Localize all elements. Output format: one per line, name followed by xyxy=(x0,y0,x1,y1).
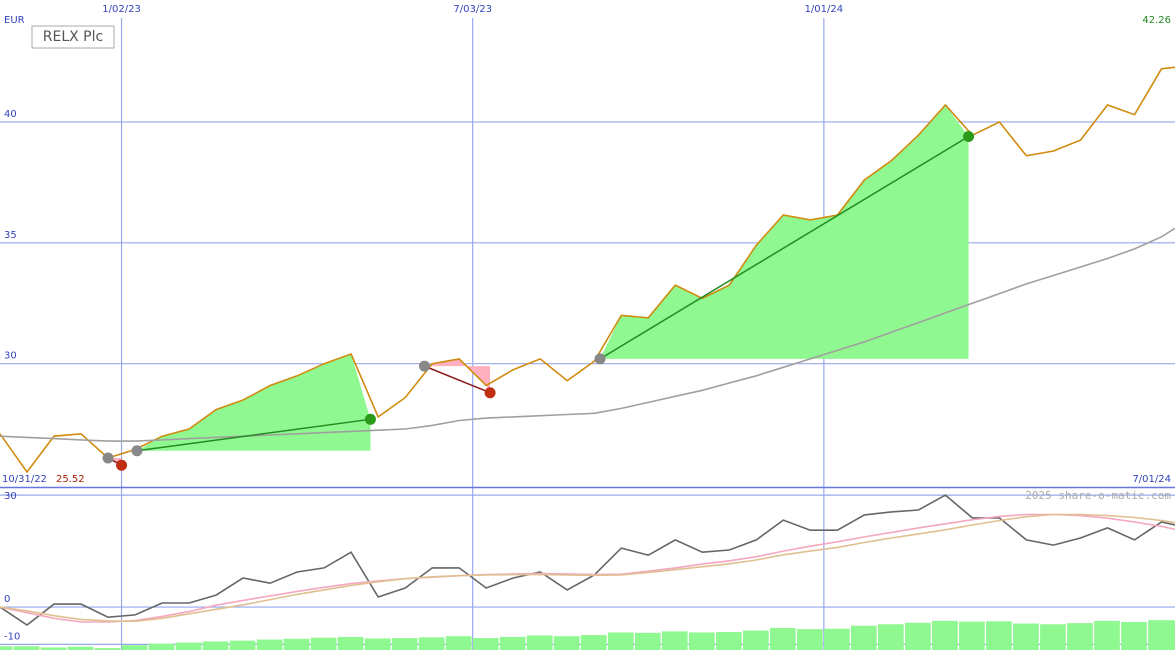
exit-dot xyxy=(963,130,975,142)
volume-bar xyxy=(121,645,148,650)
volume-bar xyxy=(742,630,769,650)
y-tick-label: 35 xyxy=(4,230,17,241)
volume-bar xyxy=(364,638,391,650)
volume-bar xyxy=(715,632,742,650)
x-tick-label: 7/03/23 xyxy=(453,4,492,15)
entry-dot xyxy=(102,452,114,464)
y-tick-label: 30 xyxy=(4,491,17,502)
volume-bar xyxy=(607,632,634,650)
volume-bar xyxy=(391,638,418,650)
low-value: 25.52 xyxy=(56,474,85,485)
x-end-label: 7/01/24 xyxy=(1132,474,1171,485)
watermark: 2025 share-o-matic.com xyxy=(1025,489,1171,502)
volume-bar xyxy=(94,648,121,650)
volume-bar xyxy=(878,624,904,650)
plot-layer xyxy=(0,18,1175,650)
volume-bar xyxy=(1094,620,1120,650)
volume-bar xyxy=(202,641,229,650)
volume-bar xyxy=(553,636,580,650)
trade-area xyxy=(424,358,491,393)
x-start-label: 10/31/22 xyxy=(2,474,47,485)
chart-title: RELX Plc xyxy=(43,29,103,45)
entry-dot xyxy=(131,445,143,457)
volume-bar xyxy=(661,631,688,650)
volume-bar xyxy=(1040,624,1066,650)
volume-bar xyxy=(445,636,472,650)
volume-bar xyxy=(986,621,1012,650)
volume-bar xyxy=(0,646,13,650)
volume-bar xyxy=(824,628,850,650)
entry-dot xyxy=(594,353,606,365)
volume-bar xyxy=(418,637,445,650)
series-layer xyxy=(0,66,1175,474)
x-tick-label: 1/01/24 xyxy=(805,4,844,15)
y-tick-label: 30 xyxy=(4,351,17,362)
x-tick-label: 1/02/23 xyxy=(102,4,141,15)
volume-bar xyxy=(499,636,526,650)
y-tick-label: -10 xyxy=(4,631,20,642)
trade-area xyxy=(600,105,969,359)
volume-bar xyxy=(67,646,94,650)
volume-bar xyxy=(1013,623,1039,650)
volume-bar xyxy=(229,640,256,650)
volume-bar xyxy=(769,627,796,650)
exit-dot xyxy=(116,459,128,471)
volume-bar xyxy=(851,625,877,650)
volume-bar xyxy=(13,646,40,650)
y-tick-label: 40 xyxy=(4,109,17,120)
series-layer xyxy=(0,494,1175,626)
last-value: 42.26 xyxy=(1142,15,1171,26)
exit-dot xyxy=(484,387,496,399)
volume-bar xyxy=(472,638,499,650)
volume-bar xyxy=(580,635,607,650)
exit-dot xyxy=(364,413,376,425)
trade-line xyxy=(424,365,491,394)
series-line xyxy=(0,66,1175,474)
volume-bar xyxy=(310,637,337,650)
volume-bar xyxy=(905,622,931,650)
volume-bar xyxy=(337,636,364,650)
volume-bar xyxy=(959,621,985,650)
volume-bar xyxy=(796,629,823,650)
volume-bar xyxy=(1161,620,1175,650)
trade-line xyxy=(599,135,969,360)
volume-bar xyxy=(40,647,67,650)
series-line xyxy=(0,513,1175,623)
currency-label: EUR xyxy=(4,15,25,26)
volume-bar xyxy=(175,642,202,650)
legend-box xyxy=(31,25,115,49)
volume-bar xyxy=(1067,623,1093,650)
volume-bar xyxy=(932,620,958,650)
y-tick-label: 0 xyxy=(4,594,10,605)
volume-bar xyxy=(688,632,715,650)
volume-bar xyxy=(634,632,661,650)
volume-bar xyxy=(1121,622,1147,650)
volume-bar xyxy=(148,643,175,650)
entry-dot xyxy=(418,360,430,372)
volume-bar xyxy=(256,639,283,650)
trade-line xyxy=(136,418,371,452)
volume-bar xyxy=(526,635,553,650)
series-line xyxy=(0,227,1175,442)
volume-bar xyxy=(283,638,310,650)
